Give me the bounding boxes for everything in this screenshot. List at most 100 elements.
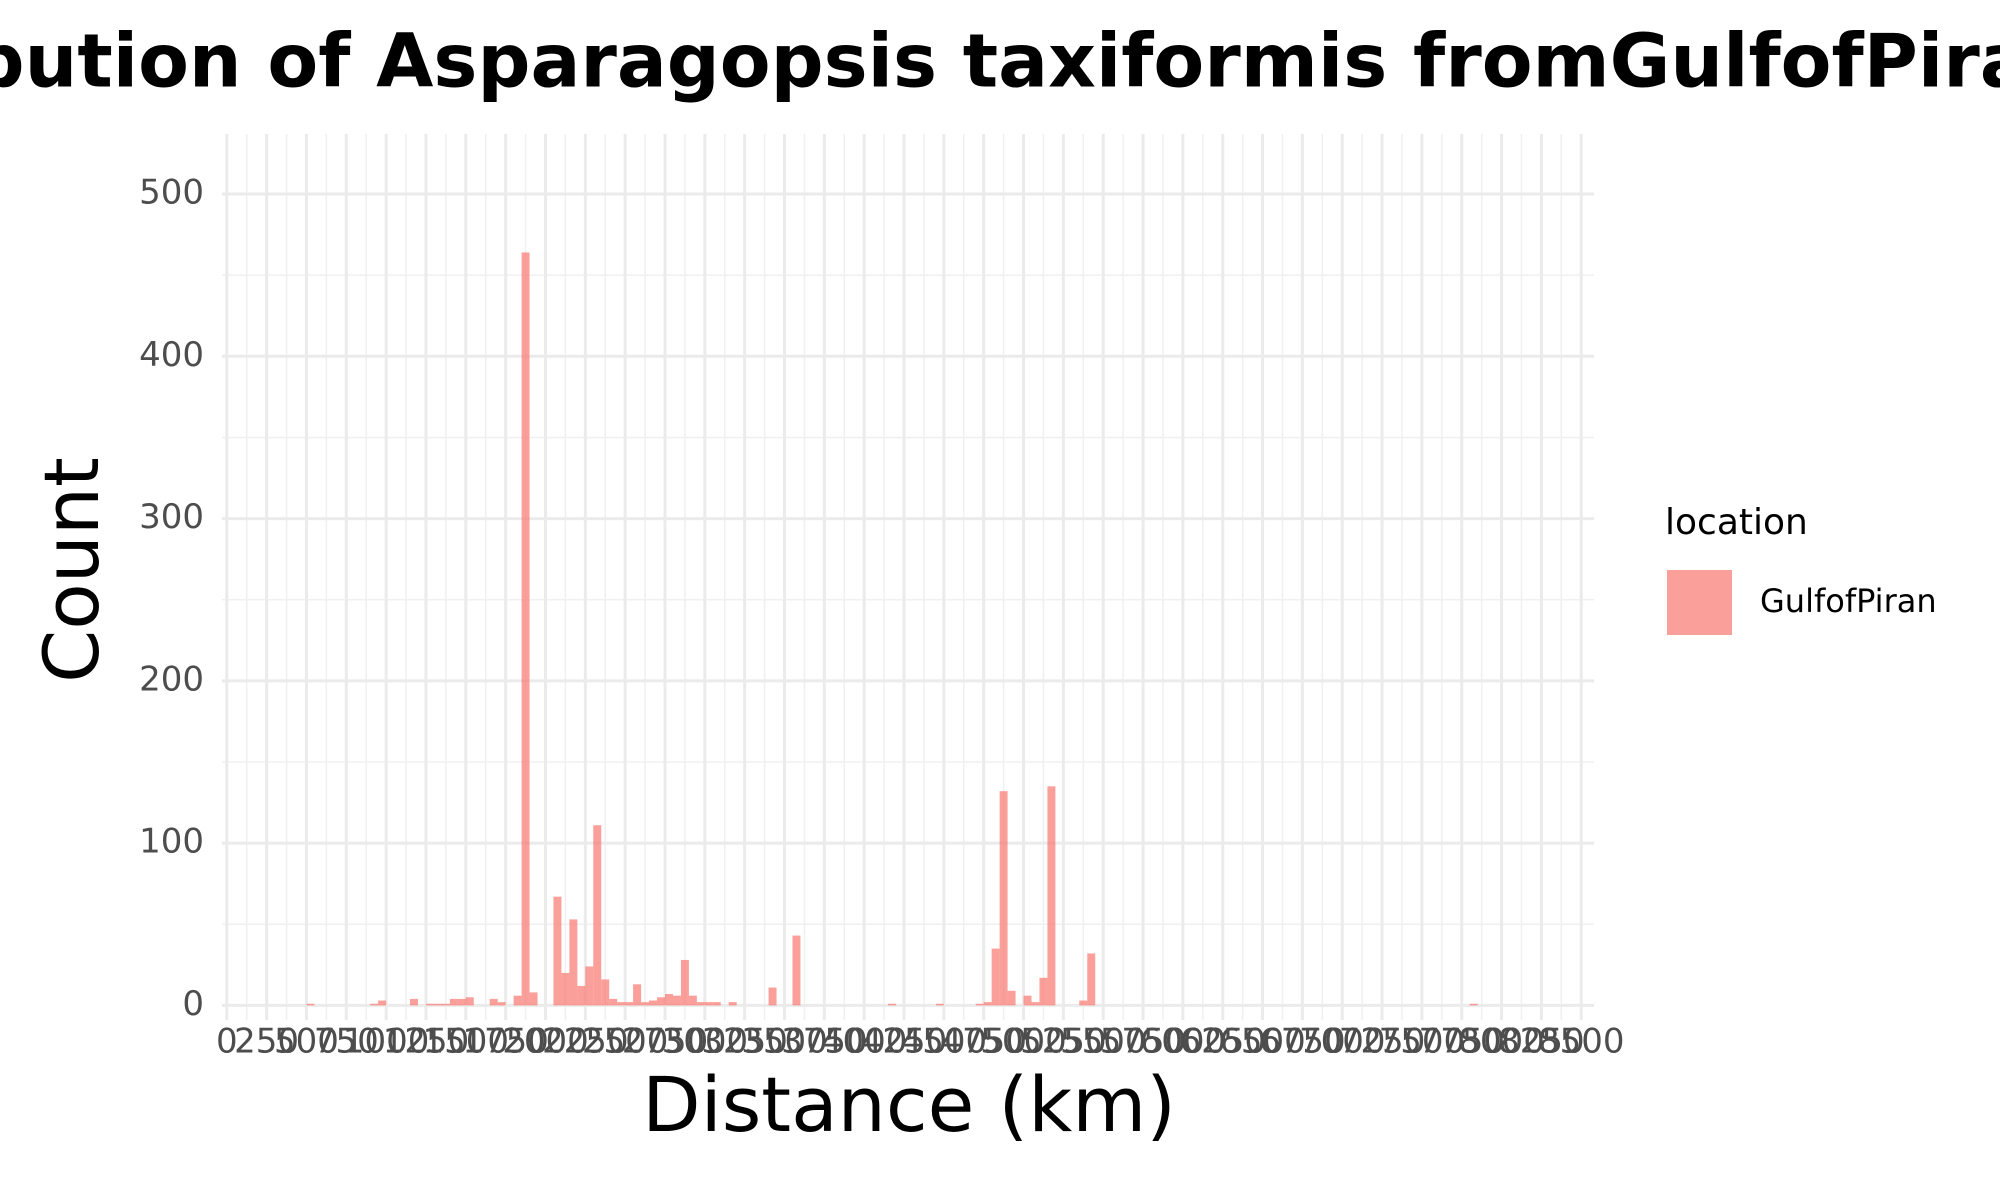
x-tick-label: 8250 xyxy=(1498,1022,1585,1062)
bar xyxy=(991,948,1000,1006)
x-tick-label: 6250 xyxy=(1179,1022,1266,1062)
y-tick-label: 500 xyxy=(139,173,204,213)
bar xyxy=(433,1003,442,1006)
bar xyxy=(617,1002,626,1006)
bar xyxy=(688,995,697,1006)
bar xyxy=(601,979,610,1006)
bar xyxy=(1047,786,1056,1006)
x-tick-label: 1250 xyxy=(383,1022,470,1062)
x-tick-label: 8000 xyxy=(1458,1022,1545,1062)
bar xyxy=(370,1003,379,1006)
bar xyxy=(649,1000,658,1006)
bar xyxy=(712,1002,721,1006)
bar xyxy=(378,1000,387,1006)
x-tick-label: 7500 xyxy=(1379,1022,1466,1062)
x-tick-label: 7000 xyxy=(1299,1022,1386,1062)
bar xyxy=(410,998,418,1006)
bar xyxy=(529,992,538,1006)
x-tick-label: 3750 xyxy=(781,1022,868,1062)
bar xyxy=(489,998,498,1006)
bar xyxy=(521,252,530,1006)
bar xyxy=(999,791,1008,1006)
bar xyxy=(888,1003,897,1006)
x-tick-label: 6750 xyxy=(1259,1022,1346,1062)
bar xyxy=(609,998,618,1006)
chart-title: Distribution of Asparagopsis taxiformis … xyxy=(0,19,2000,105)
x-tick-label: 500 xyxy=(274,1022,339,1062)
bar xyxy=(577,985,586,1006)
x-tick-label: 1500 xyxy=(423,1022,510,1062)
bar xyxy=(728,1002,737,1006)
x-tick-label: 5000 xyxy=(980,1022,1067,1062)
x-tick-label: 2000 xyxy=(502,1022,589,1062)
x-tick-label: 7750 xyxy=(1418,1022,1505,1062)
x-tick-label: 2750 xyxy=(622,1022,709,1062)
y-tick-label: 100 xyxy=(139,822,204,862)
x-tick-label: 2250 xyxy=(542,1022,629,1062)
bar xyxy=(1087,953,1096,1006)
bar xyxy=(569,919,578,1006)
x-tick-label: 5500 xyxy=(1060,1022,1147,1062)
legend-label: GulfofPiran xyxy=(1760,582,1937,620)
x-tick-label: 3000 xyxy=(662,1022,749,1062)
x-tick-label: 6500 xyxy=(1219,1022,1306,1062)
x-tick-label: 4000 xyxy=(821,1022,908,1062)
bar xyxy=(441,1003,450,1006)
x-tick-label: 2500 xyxy=(582,1022,669,1062)
bar xyxy=(457,998,466,1006)
bar xyxy=(1079,1000,1088,1006)
bar xyxy=(1469,1003,1478,1006)
x-tick-label: 0 xyxy=(216,1022,238,1062)
bar xyxy=(657,997,665,1006)
bar xyxy=(641,1002,650,1006)
bar xyxy=(425,1003,434,1006)
bar xyxy=(983,1002,992,1006)
bar xyxy=(1023,995,1032,1006)
bar xyxy=(306,1003,315,1006)
bar xyxy=(625,1002,634,1006)
bar xyxy=(633,984,642,1006)
y-axis-label: Count xyxy=(27,457,116,683)
bar xyxy=(696,1002,705,1006)
bar xyxy=(975,1003,984,1006)
bar xyxy=(792,935,801,1006)
bar xyxy=(561,972,570,1006)
x-tick-label: 3250 xyxy=(701,1022,788,1062)
bar xyxy=(1007,990,1016,1006)
x-tick-label: 5250 xyxy=(1020,1022,1107,1062)
bar xyxy=(768,987,777,1006)
x-tick-label: 4750 xyxy=(940,1022,1027,1062)
bar xyxy=(672,995,681,1006)
x-tick-label: 4250 xyxy=(861,1022,948,1062)
x-tick-label: 8500 xyxy=(1538,1022,1625,1062)
x-tick-label: 1000 xyxy=(343,1022,430,1062)
x-tick-label: 7250 xyxy=(1339,1022,1426,1062)
bar xyxy=(497,1002,506,1006)
x-tick-label: 750 xyxy=(314,1022,379,1062)
y-tick-label: 400 xyxy=(139,335,204,375)
x-tick-label: 6000 xyxy=(1140,1022,1227,1062)
bar xyxy=(935,1003,944,1006)
x-tick-label: 250 xyxy=(234,1022,299,1062)
legend-title: location xyxy=(1665,502,1808,543)
bar xyxy=(465,997,474,1006)
legend-key xyxy=(1667,570,1732,635)
x-tick-label: 3500 xyxy=(741,1022,828,1062)
bar xyxy=(553,896,562,1006)
bar xyxy=(1039,977,1048,1006)
bar xyxy=(1031,1002,1040,1006)
bar xyxy=(513,995,522,1006)
bar xyxy=(449,998,458,1006)
x-tick-label: 5750 xyxy=(1100,1022,1187,1062)
bar xyxy=(704,1002,713,1006)
bar xyxy=(680,959,689,1006)
x-tick-label: 4500 xyxy=(901,1022,988,1062)
x-axis-label: Distance (km) xyxy=(642,1060,1176,1149)
y-tick-label: 0 xyxy=(182,984,204,1024)
bar xyxy=(593,825,602,1006)
y-tick-label: 300 xyxy=(139,497,204,537)
bar xyxy=(585,966,594,1006)
x-tick-label: 1750 xyxy=(462,1022,549,1062)
y-tick-label: 200 xyxy=(139,659,204,699)
